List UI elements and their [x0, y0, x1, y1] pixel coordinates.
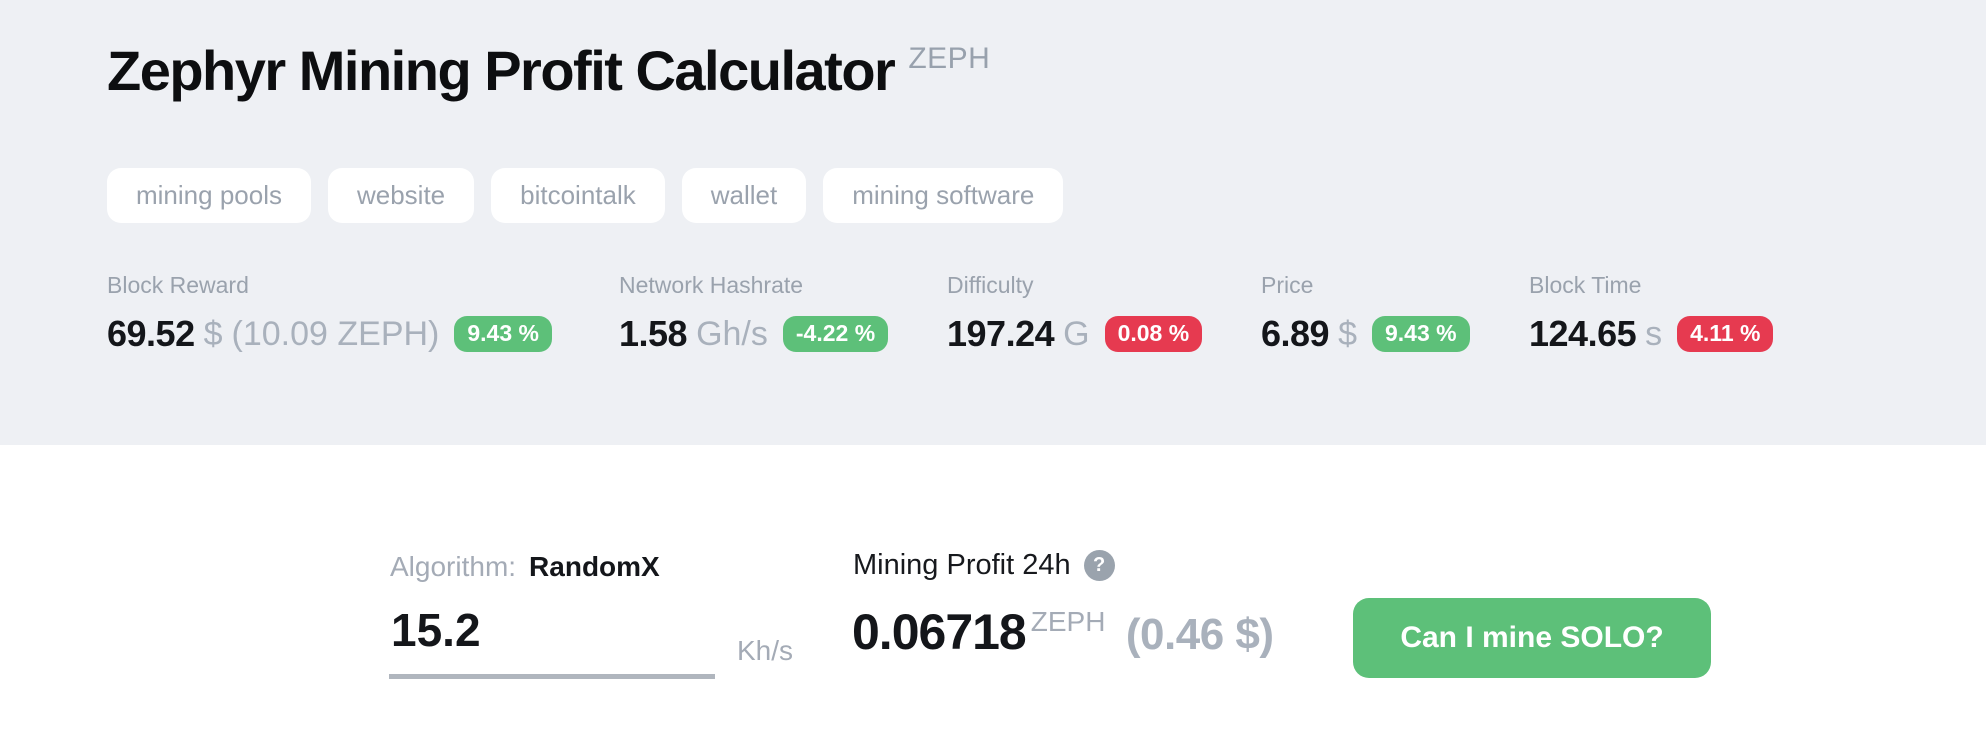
- stat-label: Network Hashrate: [619, 272, 804, 298]
- stat-value: 1.58: [619, 313, 688, 354]
- algorithm-row: Algorithm: RandomX: [390, 551, 660, 583]
- stat-unit: $: [1338, 314, 1357, 353]
- page-title: Zephyr Mining Profit Calculator: [107, 39, 896, 102]
- algorithm-value: RandomX: [529, 551, 660, 582]
- change-badge: -4.22 %: [782, 316, 889, 352]
- stat-value: 124.65: [1529, 313, 1637, 354]
- stat-unit: $: [203, 314, 223, 353]
- stat-unit: s: [1645, 314, 1663, 353]
- stat-extra: (10.09 ZEPH): [231, 314, 440, 353]
- coin-ticker: ZEPH: [908, 42, 991, 75]
- title-row: Zephyr Mining Profit Calculator ZEPH: [107, 36, 990, 106]
- stat-label: Block Reward: [107, 272, 249, 298]
- stat-value: 197.24: [947, 313, 1055, 354]
- link-bitcointalk[interactable]: bitcointalk: [491, 168, 665, 223]
- change-badge: 4.11 %: [1677, 316, 1774, 352]
- coin-stats-row: Block Reward 69.52 $ (10.09 ZEPH) 9.43 %…: [107, 272, 1986, 355]
- profit-fiat-value: (0.46 $): [1125, 610, 1274, 659]
- stat-value: 6.89: [1261, 313, 1330, 354]
- hashrate-unit-label: Kh/s: [737, 635, 794, 666]
- change-badge: 0.08 %: [1104, 316, 1203, 352]
- profit-value: 0.06718: [852, 604, 1027, 660]
- link-wallet[interactable]: wallet: [681, 168, 807, 223]
- resource-links-row: mining pools website bitcointalk wallet …: [107, 168, 1064, 223]
- stat-label: Difficulty: [947, 272, 1034, 298]
- hashrate-input[interactable]: [389, 595, 715, 679]
- algorithm-label: Algorithm:: [390, 551, 517, 582]
- link-mining-pools[interactable]: mining pools: [107, 168, 311, 223]
- stat-difficulty: Difficulty 197.24 G 0.08 %: [947, 272, 1261, 355]
- link-mining-software[interactable]: mining software: [823, 168, 1064, 223]
- change-badge: 9.43 %: [1372, 316, 1470, 352]
- can-i-mine-solo-button[interactable]: Can I mine SOLO?: [1353, 598, 1711, 678]
- profit-label: Mining Profit 24h: [853, 549, 1071, 581]
- profit-value-row: 0.06718 ZEPH (0.46 $): [852, 603, 1274, 661]
- profit-label-row: Mining Profit 24h ?: [853, 549, 1115, 582]
- profit-coin-ticker: ZEPH: [1030, 606, 1106, 637]
- hero-section: Zephyr Mining Profit Calculator ZEPH min…: [0, 0, 1986, 445]
- calculator-section: Algorithm: RandomX Kh/s Mining Profit 24…: [0, 445, 1986, 752]
- link-website[interactable]: website: [327, 168, 475, 223]
- stat-unit: Gh/s: [696, 314, 768, 353]
- stat-label: Block Time: [1529, 272, 1642, 298]
- stat-price: Price 6.89 $ 9.43 %: [1261, 272, 1529, 355]
- stat-block-time: Block Time 124.65 s 4.11 %: [1529, 272, 1774, 355]
- help-icon[interactable]: ?: [1083, 550, 1115, 581]
- stat-value: 69.52: [107, 313, 195, 354]
- stat-label: Price: [1261, 272, 1314, 298]
- stat-block-reward: Block Reward 69.52 $ (10.09 ZEPH) 9.43 %: [107, 272, 619, 355]
- stat-network-hashrate: Network Hashrate 1.58 Gh/s -4.22 %: [619, 272, 947, 355]
- change-badge: 9.43 %: [454, 316, 552, 352]
- stat-unit: G: [1063, 314, 1090, 353]
